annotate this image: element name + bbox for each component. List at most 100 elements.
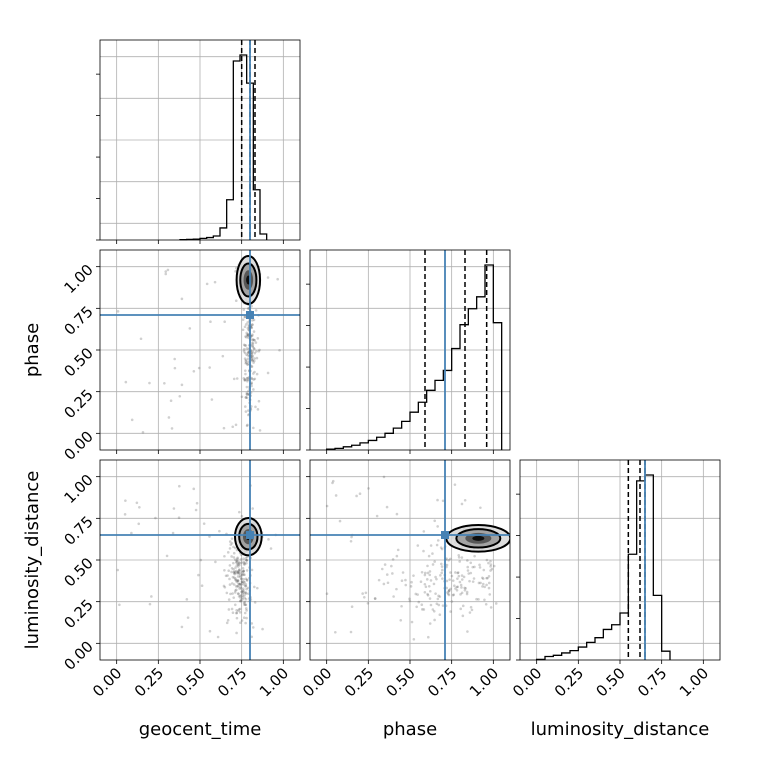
sample-point (238, 510, 241, 514)
sample-point (245, 331, 248, 335)
sample-point (261, 627, 264, 631)
sample-point (232, 561, 235, 565)
sample-point (488, 593, 492, 596)
sample-point (194, 508, 198, 512)
sample-point (251, 354, 255, 358)
sample-point (240, 395, 244, 399)
sample-point (439, 546, 443, 549)
sample-point (251, 359, 254, 362)
sample-point (247, 413, 250, 417)
sample-point (247, 333, 250, 337)
sample-point (245, 353, 248, 356)
sample-point (227, 569, 231, 573)
sample-point (358, 492, 362, 495)
y-axis-label-luminosity-distance: luminosity_distance (22, 471, 43, 650)
sample-point (252, 378, 256, 381)
sample-point (242, 560, 246, 564)
sample-point (245, 392, 249, 396)
x-tick-label: 0.25 (341, 664, 377, 700)
sample-point (489, 559, 492, 563)
sample-point (228, 564, 232, 567)
sample-point (449, 587, 452, 591)
sample-point (246, 326, 250, 330)
sample-point (199, 558, 203, 562)
sample-point (350, 605, 354, 609)
sample-point (382, 475, 386, 479)
sample-point (395, 554, 399, 558)
y-tick-label: 0.75 (60, 512, 96, 548)
sample-point (232, 583, 236, 586)
sample-point (253, 339, 256, 342)
histogram-steps (326, 264, 503, 450)
sample-point (232, 556, 236, 559)
sample-point (453, 584, 456, 588)
sample-point (243, 563, 246, 566)
x-tick-label: 0.75 (424, 664, 460, 700)
sample-point (238, 563, 241, 567)
sample-point (239, 587, 243, 590)
sample-point (244, 335, 247, 338)
sample-point (138, 506, 141, 509)
sample-point (436, 498, 439, 502)
sample-point (269, 547, 273, 550)
sample-point (237, 568, 241, 572)
sample-point (455, 588, 459, 592)
sample-point (428, 570, 432, 573)
sample-point (218, 529, 221, 533)
sample-point (238, 611, 242, 614)
sample-point (238, 607, 242, 611)
sample-point (461, 604, 465, 608)
sample-point (483, 598, 486, 602)
grid (310, 460, 510, 660)
sample-point (251, 359, 254, 362)
sample-point (423, 571, 427, 575)
sample-point (209, 320, 212, 324)
sample-point (186, 616, 190, 619)
sample-point (244, 359, 248, 363)
sample-point (116, 568, 120, 572)
sample-point (456, 577, 459, 580)
sample-point (440, 565, 444, 568)
sample-point (250, 377, 254, 381)
sample-point (412, 638, 416, 641)
sample-point (254, 341, 258, 344)
sample-point (429, 544, 433, 547)
sample-point (489, 565, 492, 568)
sample-point (254, 309, 258, 312)
sample-point (240, 577, 243, 580)
sample-point (460, 574, 464, 577)
sample-point (243, 603, 246, 606)
sample-point (245, 396, 249, 400)
sample-point (417, 600, 421, 604)
sample-point (468, 611, 472, 614)
x-tick-label: 1.00 (676, 664, 712, 700)
sample-point (434, 592, 437, 595)
sample-point (464, 586, 467, 590)
sample-point (243, 405, 247, 408)
sample-point (172, 507, 176, 510)
sample-point (234, 566, 237, 569)
sample-point (419, 580, 423, 584)
sample-point (247, 360, 250, 363)
sample-point (457, 556, 461, 559)
sample-point (239, 621, 242, 625)
sample-point (463, 498, 467, 502)
sample-point (338, 519, 342, 523)
sample-point (366, 602, 370, 605)
grid (100, 250, 300, 450)
sample-point (242, 589, 245, 592)
sample-point (433, 560, 436, 563)
sample-point (246, 363, 249, 366)
sample-point (234, 589, 237, 592)
sample-point (251, 345, 254, 349)
sample-point (251, 323, 254, 326)
sample-point (244, 584, 248, 588)
sample-point (233, 576, 236, 579)
sample-point (485, 576, 488, 580)
sample-point (472, 577, 476, 580)
sample-point (232, 571, 236, 574)
sample-point (266, 276, 270, 279)
sample-point (408, 597, 411, 601)
sample-point (231, 611, 235, 615)
sample-point (436, 539, 440, 542)
